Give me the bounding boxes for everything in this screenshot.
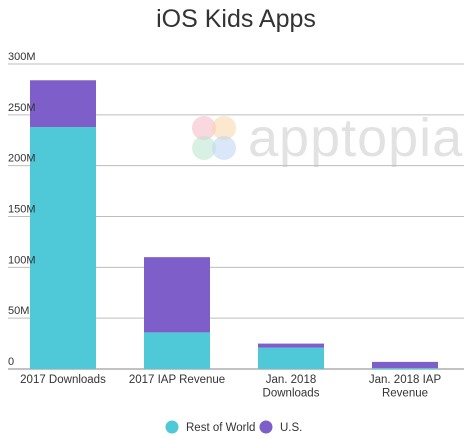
logo-petal	[212, 116, 236, 140]
bar-segment	[144, 332, 210, 369]
legend-swatch	[259, 420, 273, 434]
logo-petal	[192, 116, 216, 140]
legend-swatch	[165, 420, 179, 434]
legend: Rest of World U.S.	[165, 420, 302, 434]
bar-segment	[144, 257, 210, 333]
watermark-text: apptopia	[248, 108, 463, 168]
y-tick-label: 300M	[8, 51, 36, 63]
bar-segment	[372, 367, 438, 369]
legend-label: Rest of World	[186, 422, 255, 434]
y-tick-label: 150M	[8, 204, 36, 216]
x-category-label: Downloads	[263, 388, 320, 400]
x-category-label: Jan. 2018 IAP	[369, 374, 442, 386]
x-category-label: Jan. 2018	[266, 374, 317, 386]
bar-segment	[258, 343, 324, 348]
y-tick-label: 0	[8, 356, 14, 368]
chart-title: iOS Kids Apps	[156, 5, 316, 33]
y-tick-label: 100M	[8, 254, 36, 266]
x-category-label: 2017 Downloads	[20, 374, 106, 386]
y-tick-label: 200M	[8, 153, 36, 165]
y-tick-label: 250M	[8, 102, 36, 114]
bar-segment	[258, 347, 324, 369]
y-axis-ticks: 0 50M 100M 150M 200M 250M 300M	[8, 51, 36, 368]
bar-segment	[30, 80, 96, 128]
apptopia-logo-icon	[192, 116, 236, 160]
x-category-label: 2017 IAP Revenue	[129, 374, 225, 386]
legend-label: U.S.	[280, 422, 302, 434]
logo-petal	[192, 136, 216, 160]
bars	[30, 80, 438, 370]
y-tick-label: 50M	[8, 305, 29, 317]
apptopia-watermark: apptopia	[192, 108, 463, 168]
bar-segment	[30, 127, 96, 370]
bar-segment	[372, 361, 438, 368]
x-category-label: Revenue	[382, 388, 428, 400]
x-axis-labels: 2017 Downloads 2017 IAP Revenue Jan. 2018 D…	[20, 374, 441, 400]
logo-petal	[212, 136, 236, 160]
